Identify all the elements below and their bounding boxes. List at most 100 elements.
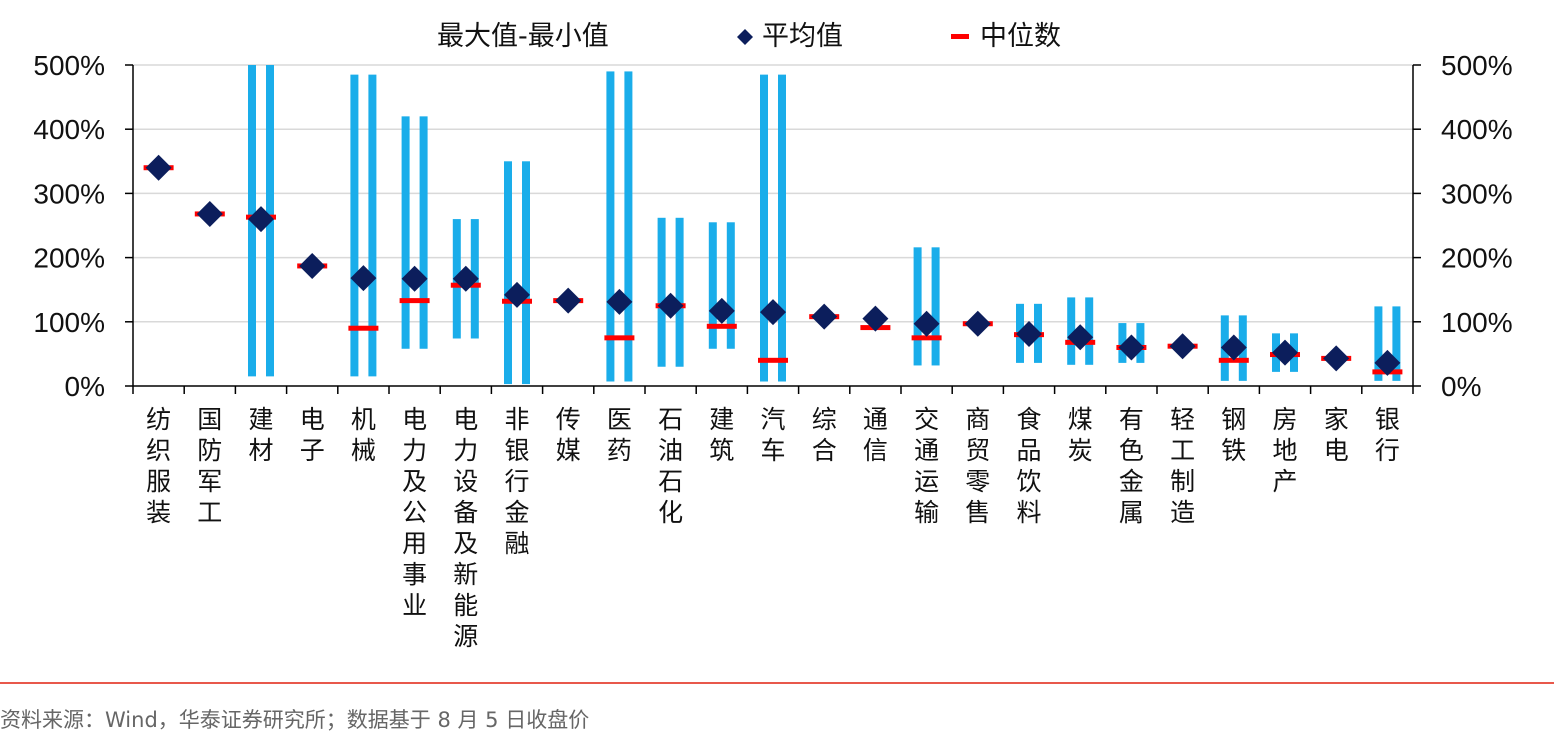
category-label: 银行	[1375, 405, 1400, 465]
category-label-char: 合	[812, 436, 837, 465]
mean-marker	[708, 297, 735, 324]
range-bar-right	[1392, 306, 1401, 381]
range-bar-right	[726, 222, 735, 349]
category-label: 家电	[1324, 405, 1349, 465]
category-label: 轻工制造	[1170, 405, 1195, 527]
category-label-char: 传	[556, 405, 581, 434]
mean-marker	[248, 206, 274, 233]
category-label-char: 业	[402, 591, 427, 620]
category-label-char: 备	[453, 498, 478, 527]
category-label-char: 纺	[146, 405, 171, 434]
mean-marker	[555, 287, 582, 314]
legend-median-swatch	[951, 34, 969, 39]
category-label-char: 银	[504, 436, 529, 465]
category-label: 电力设备及新能源	[453, 405, 478, 651]
category-label-char: 汽	[760, 405, 785, 434]
median-marker	[758, 357, 788, 363]
category-label: 电子	[300, 405, 325, 465]
mean-marker	[299, 252, 326, 279]
category-label-char: 工	[197, 498, 222, 527]
category-label: 纺织服装	[146, 405, 171, 527]
category-label-char: 力	[453, 436, 478, 465]
mean-marker	[145, 154, 172, 181]
y-left-tick-label: 100%	[33, 307, 105, 338]
range-bar-left	[1118, 323, 1127, 363]
mean-marker	[606, 288, 633, 315]
category-label-char: 房	[1272, 405, 1297, 434]
range-bar-right	[522, 161, 530, 385]
category-label: 煤炭	[1068, 405, 1093, 465]
mean-marker	[196, 200, 223, 227]
legend-mean-label: 平均值	[762, 21, 843, 52]
mean-marker	[350, 265, 377, 292]
category-label-char: 军	[197, 467, 222, 496]
y-right-tick-label: 0%	[1441, 371, 1481, 402]
category-label-char: 综	[812, 405, 837, 434]
category-label-char: 医	[607, 405, 632, 434]
category-label: 非银行金融	[504, 405, 529, 558]
range-bar-right	[778, 74, 786, 382]
category-label-char: 电	[453, 405, 478, 434]
category-label-char: 电	[1324, 436, 1349, 465]
mean-marker	[862, 305, 889, 332]
category-label-char: 油	[658, 436, 683, 465]
range-bar-right	[675, 217, 684, 367]
y-right-tick-label: 500%	[1441, 50, 1513, 81]
category-label-char: 信	[863, 436, 888, 465]
mean-marker	[1323, 345, 1350, 372]
mean-marker	[657, 292, 684, 319]
range-bar-left	[504, 161, 512, 385]
category-label-char: 料	[1016, 498, 1041, 527]
range-bar-right	[419, 116, 428, 349]
category-label-char: 有	[1119, 405, 1144, 434]
category-label-char: 车	[760, 436, 785, 465]
range-bars	[248, 65, 1401, 385]
category-label: 建材	[248, 405, 273, 465]
category-label-char: 运	[914, 467, 939, 496]
y-left-tick-label: 400%	[33, 114, 105, 145]
category-label-char: 属	[1119, 498, 1144, 527]
y-left-tick-label: 200%	[33, 243, 105, 274]
category-label-char: 炭	[1068, 436, 1093, 465]
category-label-char: 石	[658, 405, 683, 434]
category-label-char: 家	[1324, 405, 1349, 434]
legend: 最大值-最小值 平均值 中位数	[437, 21, 1061, 52]
category-label-char: 商	[965, 405, 990, 434]
range-bar-left	[913, 247, 922, 366]
y-right-tick-label: 400%	[1441, 114, 1513, 145]
category-label-char: 通	[863, 405, 888, 434]
category-label-char: 非	[504, 405, 529, 434]
category-label-char: 交	[914, 405, 939, 434]
category-label-char: 公	[402, 498, 427, 527]
category-label-char: 电	[300, 405, 325, 434]
category-labels: 纺织服装国防军工建材电子机械电力及公用事业电力设备及新能源非银行金融传媒医药石油…	[146, 405, 1400, 651]
range-bar-right	[368, 74, 377, 377]
category-label-char: 织	[146, 436, 171, 465]
range-bar-left	[657, 217, 666, 367]
category-label-char: 设	[453, 467, 478, 496]
category-label-char: 输	[914, 498, 939, 527]
category-label: 食品饮料	[1016, 405, 1041, 527]
mean-marker	[811, 303, 838, 330]
category-label: 医药	[607, 405, 632, 465]
mean-marker	[1118, 334, 1145, 361]
category-label-char: 电	[402, 405, 427, 434]
category-label-char: 服	[146, 467, 171, 496]
category-label-char: 融	[504, 529, 529, 558]
category-label-char: 子	[300, 436, 325, 465]
category-label-char: 色	[1119, 436, 1144, 465]
category-label-char: 通	[914, 436, 939, 465]
category-label-char: 建	[248, 405, 273, 434]
mean-marker	[401, 265, 428, 292]
category-label: 钢铁	[1221, 405, 1246, 465]
mean-marker	[504, 281, 530, 308]
tick-labels: 0% 0% 100% 100% 200% 200% 300% 300% 400% 400% 500%…	[33, 50, 1512, 402]
category-label-char: 金	[504, 498, 529, 527]
category-label-char: 装	[146, 498, 171, 527]
category-label-char: 防	[197, 436, 222, 465]
range-bar-right	[624, 71, 633, 382]
mean-markers	[145, 154, 1401, 376]
range-bar-left	[708, 222, 717, 349]
mean-marker	[452, 265, 479, 292]
range-bar-left	[401, 116, 410, 349]
